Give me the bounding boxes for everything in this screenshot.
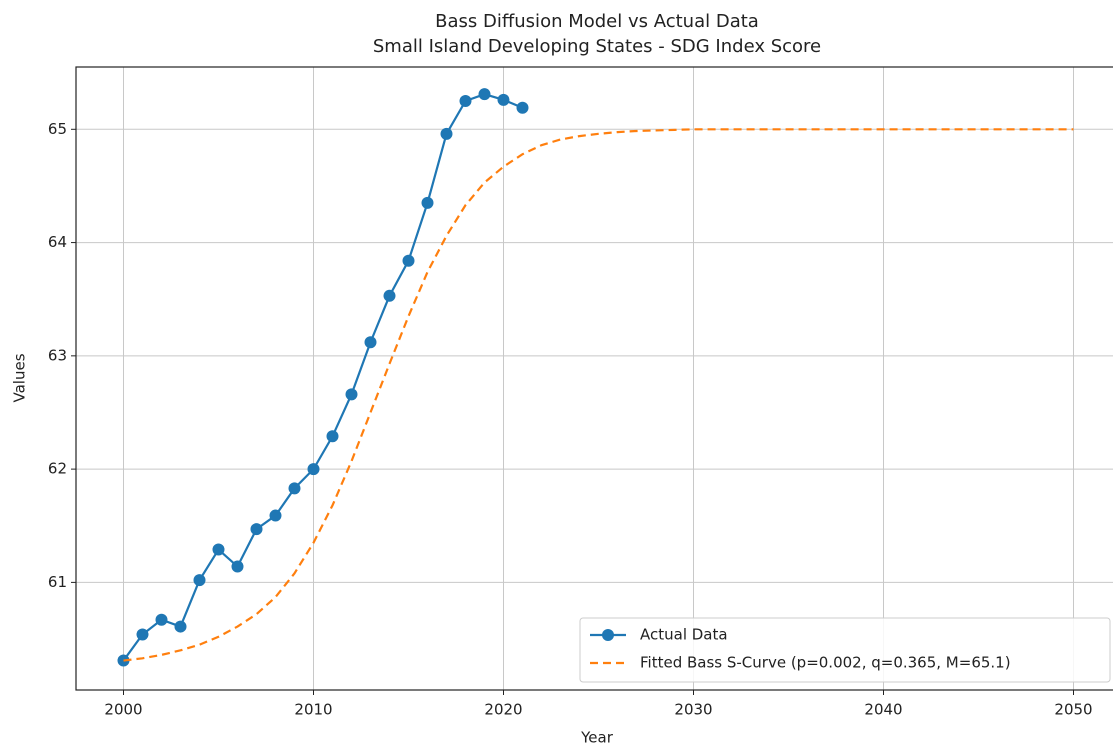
legend-label: Actual Data [640,626,728,644]
y-tick-label: 63 [48,346,67,364]
y-tick-label: 64 [48,233,67,251]
data-point [174,620,187,633]
series-line [122,93,523,662]
y-axis-label: Values [11,353,29,402]
data-point [421,196,434,209]
data-point [383,289,396,302]
y-tick-label: 61 [48,573,67,591]
data-point [250,523,263,536]
x-tick-label: 2040 [864,701,902,719]
data-point [155,613,168,626]
data-point [345,388,358,401]
data-point [269,509,282,522]
data-point [231,560,244,573]
chart-subtitle: Small Island Developing States - SDG Ind… [373,36,821,57]
x-tick-label: 2020 [484,701,522,719]
y-tick-label: 65 [48,120,67,138]
x-tick-label: 2050 [1054,701,1092,719]
y-tick-label: 62 [48,460,67,478]
plot-frame [75,66,1113,691]
data-point [364,336,377,349]
data-point [478,88,491,101]
x-axis-label: Year [580,729,614,744]
data-point [516,101,529,114]
x-tick-label: 2000 [104,701,142,719]
x-tick-label: 2030 [674,701,712,719]
data-point [288,482,301,495]
data-point [497,93,510,106]
x-tick-label: 2010 [294,701,332,719]
data-point [326,430,339,443]
data-point [193,574,206,587]
legend-box [579,617,1111,683]
legend-marker [602,629,614,641]
data-point [402,254,415,267]
legend-label: Fitted Bass S-Curve (p=0.002, q=0.365, M… [640,654,1011,672]
data-point [440,127,453,140]
data-point [459,94,472,107]
data-point [136,628,149,641]
chart-title: Bass Diffusion Model vs Actual Data [435,11,759,32]
data-point [212,543,225,556]
series-line [123,128,1074,662]
data-point [307,463,320,476]
